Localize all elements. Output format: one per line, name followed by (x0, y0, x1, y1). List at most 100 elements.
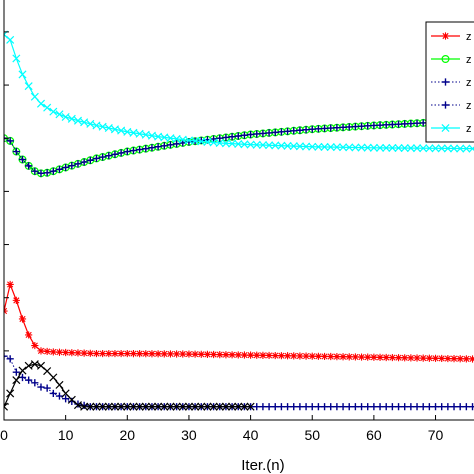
series-2-marker (148, 144, 156, 152)
series-3-marker (31, 379, 39, 387)
series-4-marker (326, 143, 335, 152)
series-0-marker (339, 353, 347, 361)
series-0-marker (302, 352, 310, 360)
series-2-marker (37, 169, 45, 177)
series-2-marker (246, 130, 255, 139)
series-0-marker (419, 354, 427, 362)
series-2-marker (283, 127, 292, 135)
series-0-marker (117, 349, 125, 358)
series-3-marker (401, 403, 409, 411)
series-5-marker (160, 402, 169, 411)
series-3-marker (364, 403, 372, 411)
series-4-marker (73, 116, 83, 125)
series-3-marker (62, 395, 70, 403)
series-2-marker (376, 121, 384, 129)
series-2-marker (18, 155, 27, 164)
series-0-marker (216, 351, 224, 359)
series-2-marker (25, 162, 33, 170)
series-3-marker (444, 403, 452, 411)
series-4-marker (449, 144, 459, 153)
series-5-marker (215, 402, 224, 411)
series-2-marker (234, 132, 242, 140)
series-3-marker (259, 403, 267, 411)
series-4-marker (36, 99, 46, 108)
series-2-marker (259, 129, 267, 138)
series-2-marker (99, 153, 107, 161)
series-2-marker (345, 123, 353, 131)
series-5-marker (98, 402, 107, 411)
series-2-marker (320, 124, 329, 133)
series-2-marker (216, 134, 224, 142)
series-0-marker (444, 354, 452, 363)
series-0-marker (92, 349, 101, 358)
series-2-marker (68, 162, 76, 170)
series-4-marker (240, 140, 249, 149)
series-3-marker (43, 384, 51, 392)
series-4-marker (345, 143, 354, 152)
series-0-marker (99, 349, 107, 358)
series-3-marker (431, 403, 440, 411)
series-0-marker (210, 350, 218, 359)
series-2-marker (240, 131, 249, 139)
series-3-marker (253, 403, 261, 411)
series-2-marker (142, 145, 150, 153)
series-2-marker (43, 169, 51, 177)
series-3-marker (370, 403, 378, 411)
series-4-marker (413, 144, 422, 153)
series-4-marker (43, 103, 52, 112)
series-0-marker (290, 352, 298, 360)
series-2-marker (265, 129, 273, 137)
series-4-marker (92, 121, 101, 130)
series-3-marker (4, 352, 8, 360)
series-4-marker (228, 139, 237, 148)
series-2-marker (351, 122, 359, 131)
series-0 (4, 280, 474, 363)
legend-marker-3 (441, 101, 450, 109)
series-0-marker (425, 354, 433, 362)
series-layer (4, 30, 474, 411)
x-tick-label: 40 (243, 427, 259, 443)
series-3-marker (333, 403, 341, 411)
series-0-marker (179, 350, 187, 358)
series-4-marker (394, 143, 403, 153)
series-0-marker (222, 351, 230, 359)
series-3-marker (12, 368, 20, 376)
series-3-marker (49, 389, 57, 398)
series-2-marker (339, 123, 347, 131)
series-3-marker (25, 376, 33, 384)
series-0-marker (80, 349, 88, 357)
series-4-marker (437, 144, 446, 153)
series-0-marker (240, 351, 249, 359)
series-4-marker (86, 119, 95, 128)
series-0-marker (62, 348, 70, 357)
legend-marker-1 (441, 54, 450, 63)
series-3-marker (80, 401, 88, 409)
series-0-marker (136, 350, 144, 358)
series-5-marker (110, 402, 119, 411)
x-tick-label: 30 (181, 427, 197, 443)
series-3-marker (357, 403, 366, 411)
series-2-marker (136, 146, 144, 154)
series-0-marker (43, 347, 51, 356)
series-line-4 (4, 34, 474, 150)
series-0-marker (37, 347, 45, 355)
series-0-marker (129, 349, 138, 358)
series-4-marker (277, 141, 286, 150)
series-4-marker (283, 141, 292, 150)
series-3-marker (388, 403, 396, 411)
series-5-marker (49, 373, 58, 382)
series-0-marker (351, 353, 359, 361)
series-5-marker (104, 402, 113, 411)
x-tick-label: 20 (120, 427, 136, 443)
series-2-marker (388, 120, 396, 129)
series-4-marker (252, 140, 261, 149)
series-4-marker (61, 112, 70, 121)
series-2-marker (271, 128, 279, 136)
series-4-marker (110, 125, 119, 134)
series-0-marker (296, 352, 304, 360)
series-3-marker (55, 392, 64, 400)
series-0-marker (6, 280, 14, 289)
series-5 (4, 360, 255, 411)
series-2-marker (111, 150, 119, 158)
